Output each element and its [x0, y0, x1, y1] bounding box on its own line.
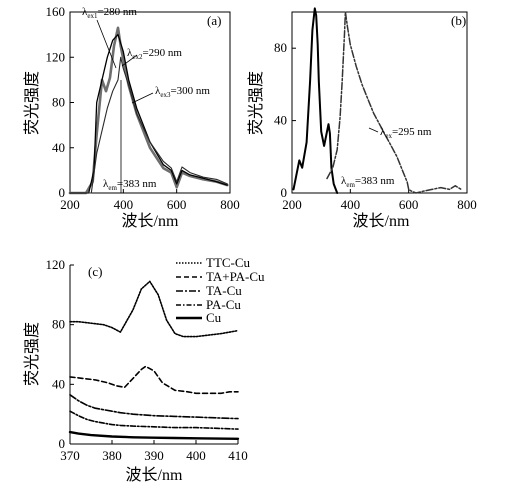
panel-c-series: [68, 280, 240, 440]
series-line-c-2: [69, 365, 239, 395]
panel-c-ytick-label: 80: [52, 317, 65, 332]
annot-ex: λex=295 nm: [380, 126, 432, 140]
legend-label-cu: Cu: [206, 310, 222, 325]
panel-b-ytick-label: 0: [281, 185, 288, 200]
panel-c-ytick-label: 40: [52, 376, 65, 391]
panel-a-ytick-label: 120: [46, 49, 66, 64]
panel-c-xtick-label: 370: [60, 448, 80, 463]
panel-a-xlabel: 波长/nm: [122, 212, 179, 230]
panel-a-xtick-label: 200: [60, 197, 80, 212]
panel-a-xtick-label: 400: [114, 197, 134, 212]
panel-a-series: [68, 26, 229, 195]
series-line-a-2: [69, 33, 228, 194]
panel-b-ticks: 200 400 600 800 0 40 80: [274, 40, 477, 212]
panel-c-ticks: 370 380 390 400 410 0 40 80 120: [46, 257, 248, 463]
panel-c-ytick-label: 0: [59, 436, 66, 451]
panel-a-ytick-label: 160: [46, 4, 66, 19]
series-line-c-3: [69, 393, 239, 420]
panel-b-label: (b): [451, 13, 466, 28]
panel-a-label: (a): [207, 13, 221, 28]
panel-b-xtick-label: 200: [282, 197, 302, 212]
panel-a-xtick-label: 800: [220, 197, 240, 212]
panel-b-ylabel: 荧光强度: [247, 71, 265, 135]
legend-label-ta-cu: TA-Cu: [206, 283, 242, 298]
annot-ex-pointer: [368, 127, 379, 133]
panel-a-ylabel: 荧光强度: [23, 71, 41, 135]
panel-b-xtick-label: 600: [399, 197, 419, 212]
annot-ex3-pointer: [131, 92, 154, 104]
annot-ex2: λex2=290 nm: [127, 47, 182, 61]
annot-em-b: λem=383 nm: [341, 175, 395, 189]
legend-label-pa-cu: PA-Cu: [206, 297, 241, 312]
panel-a-ytick-label: 80: [52, 95, 65, 110]
panel-c-label: (c): [88, 264, 102, 279]
annot-em-a: λem=383 nm: [103, 178, 157, 192]
series-line-a-3: [69, 56, 228, 194]
series-line-b-1: [292, 7, 339, 194]
series-line-c-1: [69, 280, 239, 338]
panel-c-xlabel: 波长/nm: [126, 466, 183, 484]
panel-c-xtick-label: 390: [144, 448, 164, 463]
legend-label-ttc-cu: TTC-Cu: [206, 255, 251, 270]
series-line-c-5: [68, 430, 240, 440]
panel-b-ytick-label: 80: [274, 40, 287, 55]
panel-b-series: [292, 7, 462, 194]
legend-label-ta-pa-cu: TA+PA-Cu: [206, 269, 265, 284]
annot-ex3: λex3=300 nm: [155, 85, 210, 99]
panel-b-xtick-label: 400: [341, 197, 361, 212]
panel-b-frame: [291, 11, 468, 194]
panel-b-ytick-label: 40: [274, 113, 287, 128]
annot-ex2-pointer: [121, 54, 138, 67]
panel-b-xtick-label: 800: [457, 197, 477, 212]
series-line-a-1: [68, 26, 229, 195]
panel-a-ytick-label: 0: [59, 185, 66, 200]
series-line-c-4: [69, 410, 239, 430]
panel-c-ylabel: 荧光强度: [23, 322, 41, 386]
series-line-b-2: [326, 11, 462, 194]
panel-a-ytick-label: 40: [52, 140, 65, 155]
panel-c-legend: TTC-Cu TA+PA-Cu TA-Cu PA-Cu Cu: [176, 255, 265, 325]
panel-b-xlabel: 波长/nm: [353, 212, 410, 230]
panel-a-xtick-label: 600: [167, 197, 187, 212]
panel-c: (c) 荧光强度 波长/nm 370 380 390 400 410 0 40 80 120 T…: [23, 255, 265, 484]
panel-c-xtick-label: 400: [186, 448, 206, 463]
panel-b: (b) 荧光强度 波长/nm 200 400 600 800 0 40 80 λex=295…: [247, 7, 477, 230]
panel-c-ytick-label: 120: [46, 257, 66, 272]
annot-ex1-pointer: [96, 19, 117, 69]
panel-c-xtick-label: 410: [228, 448, 248, 463]
panel-c-xtick-label: 380: [102, 448, 122, 463]
panel-a: (a) 荧光强度 波长/nm 200 400 600 800 0 40 80 120 160 λ…: [23, 4, 240, 230]
annot-ex1: λex1=280 nm: [82, 6, 137, 20]
